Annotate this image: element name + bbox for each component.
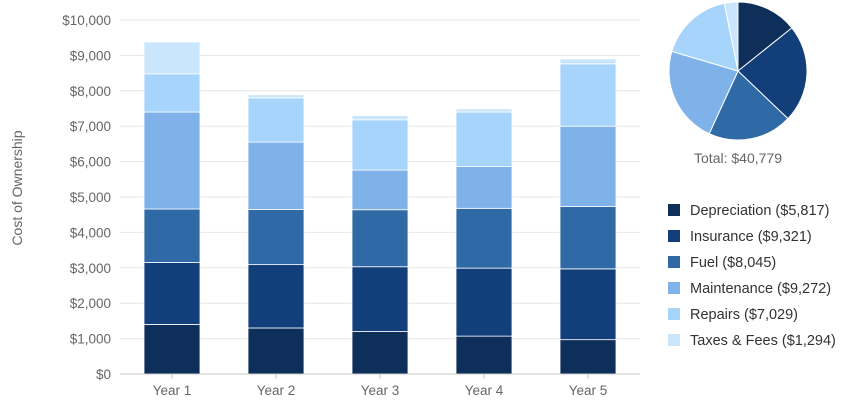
pie-slice[interactable] — [737, 1, 793, 73]
bar-segment[interactable] — [247, 94, 305, 99]
y-tick-label: $2,000 — [70, 296, 111, 311]
pie-slice[interactable] — [723, 1, 739, 72]
axes: $0 $1,000 $2,000 $3,000 $4,000 $5,000 $6,000 $7… — [62, 13, 640, 398]
y-tick-label: $5,000 — [70, 190, 111, 205]
legend-item-label[interactable]: Fuel ($8,045) — [690, 255, 776, 271]
y-tick-label: $7,000 — [70, 119, 111, 134]
y-tick-label: $10,000 — [62, 13, 111, 28]
bar-segment[interactable] — [143, 208, 201, 263]
bar-segment[interactable] — [455, 108, 513, 113]
bar-segment[interactable] — [455, 335, 513, 375]
legend-item-label[interactable]: Depreciation ($5,817) — [690, 203, 829, 219]
bar-segment[interactable] — [351, 115, 409, 121]
x-tick-label: Year 5 — [569, 383, 608, 398]
y-tick-label: $3,000 — [70, 261, 111, 276]
bar-segment[interactable] — [351, 331, 409, 375]
legend-swatch — [668, 334, 680, 346]
y-tick-label: $0 — [96, 367, 111, 382]
bar-segment[interactable] — [247, 264, 305, 329]
stacked-bars — [143, 41, 617, 375]
x-tick-label: Year 4 — [465, 383, 504, 398]
pie-slice[interactable] — [708, 70, 789, 141]
bar-segment[interactable] — [143, 324, 201, 375]
bar-segment[interactable] — [455, 207, 513, 269]
bar-segment[interactable] — [143, 111, 201, 210]
bar-segment[interactable] — [247, 208, 305, 266]
legend-item-label[interactable]: Maintenance ($9,272) — [690, 281, 831, 297]
bar-segment[interactable] — [351, 119, 409, 171]
pie-slice[interactable] — [737, 27, 808, 120]
bar-segment[interactable] — [247, 327, 305, 375]
x-tick-label: Year 3 — [361, 383, 400, 398]
bar-segment[interactable] — [559, 206, 617, 270]
legend-swatch — [668, 256, 680, 268]
x-tick-label: Year 1 — [153, 383, 192, 398]
bar-segment[interactable] — [351, 266, 409, 332]
bar-segment[interactable] — [143, 41, 201, 75]
bar-segment[interactable] — [455, 267, 513, 337]
bar-segment[interactable] — [247, 97, 305, 143]
y-tick-label: $4,000 — [70, 225, 111, 240]
y-tick-label: $6,000 — [70, 155, 111, 170]
bar-segment[interactable] — [559, 63, 617, 127]
x-tick-label: Year 2 — [257, 383, 296, 398]
pie-slice[interactable] — [668, 50, 739, 135]
legend-item-label[interactable]: Taxes & Fees ($1,294) — [690, 333, 836, 349]
legend: Depreciation ($5,817) Insurance ($9,321) F… — [668, 203, 836, 349]
bar-segment[interactable] — [559, 125, 617, 207]
bar-segment[interactable] — [143, 262, 201, 325]
legend-swatch — [668, 230, 680, 242]
legend-item-label[interactable]: Repairs ($7,029) — [690, 307, 798, 323]
bar-segment[interactable] — [247, 141, 305, 210]
bar-segment[interactable] — [559, 268, 617, 341]
bar-segment[interactable] — [351, 169, 409, 211]
y-tick-label: $9,000 — [70, 48, 111, 63]
pie-slice[interactable] — [671, 2, 739, 72]
pie-total-label: Total: $40,779 — [694, 150, 782, 166]
bar-segment[interactable] — [143, 73, 201, 113]
legend-swatch — [668, 308, 680, 320]
legend-swatch — [668, 204, 680, 216]
bar-segment[interactable] — [455, 111, 513, 167]
y-axis-title: Cost of Ownership — [9, 130, 25, 245]
bar-segment[interactable] — [455, 166, 513, 209]
y-tick-label: $8,000 — [70, 84, 111, 99]
bar-segment[interactable] — [559, 58, 617, 65]
y-tick-label: $1,000 — [70, 332, 111, 347]
bar-segment[interactable] — [351, 209, 409, 268]
legend-swatch — [668, 282, 680, 294]
legend-item-label[interactable]: Insurance ($9,321) — [690, 229, 812, 245]
pie-chart — [668, 1, 808, 141]
bar-segment[interactable] — [559, 339, 617, 375]
